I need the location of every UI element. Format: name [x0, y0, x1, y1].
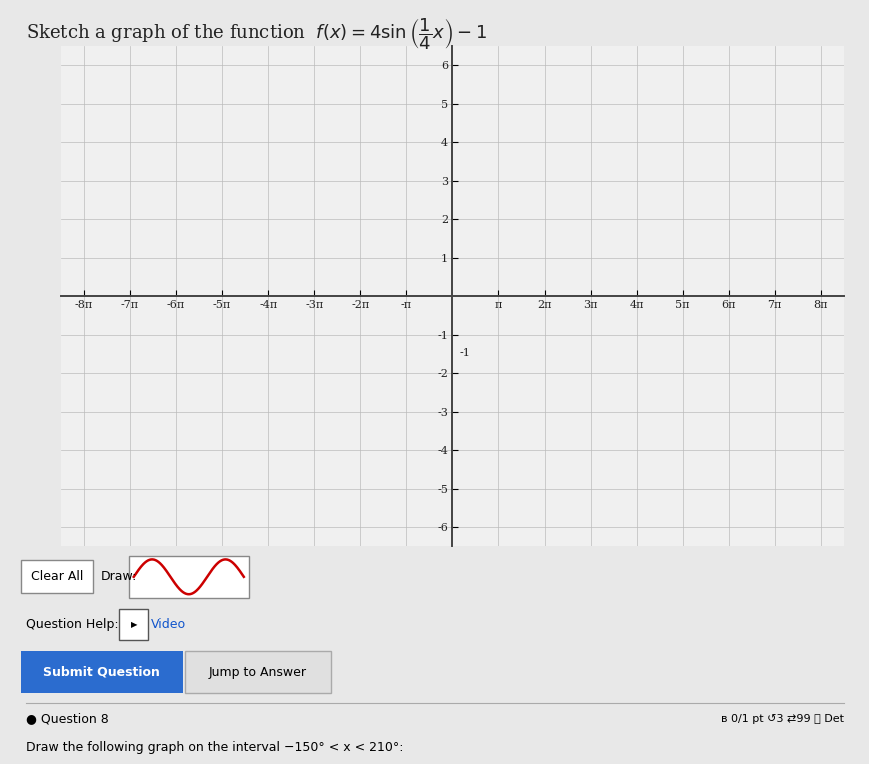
FancyBboxPatch shape: [185, 651, 330, 694]
Text: Clear All: Clear All: [31, 570, 83, 584]
FancyBboxPatch shape: [129, 555, 249, 598]
Text: Jump to Answer: Jump to Answer: [209, 665, 307, 679]
Text: в 0/1 pt ↺3 ⇄99 ⓘ Det: в 0/1 pt ↺3 ⇄99 ⓘ Det: [720, 714, 843, 724]
FancyBboxPatch shape: [21, 651, 182, 694]
Text: Draw the following graph on the interval −150° < x < 210°:: Draw the following graph on the interval…: [26, 741, 403, 755]
FancyBboxPatch shape: [119, 610, 148, 639]
Text: ● Question 8: ● Question 8: [26, 712, 109, 725]
FancyBboxPatch shape: [21, 560, 93, 594]
Text: Video: Video: [150, 618, 185, 631]
Text: Submit Question: Submit Question: [43, 665, 160, 679]
Text: ▶: ▶: [130, 620, 136, 629]
Text: Sketch a graph of the function  $f(x) = 4\sin\left(\dfrac{1}{4}x\right) - 1$: Sketch a graph of the function $f(x) = 4…: [26, 17, 487, 52]
Text: -1: -1: [459, 348, 469, 358]
Text: Question Help:: Question Help:: [26, 618, 118, 631]
Text: Draw:: Draw:: [100, 570, 136, 584]
